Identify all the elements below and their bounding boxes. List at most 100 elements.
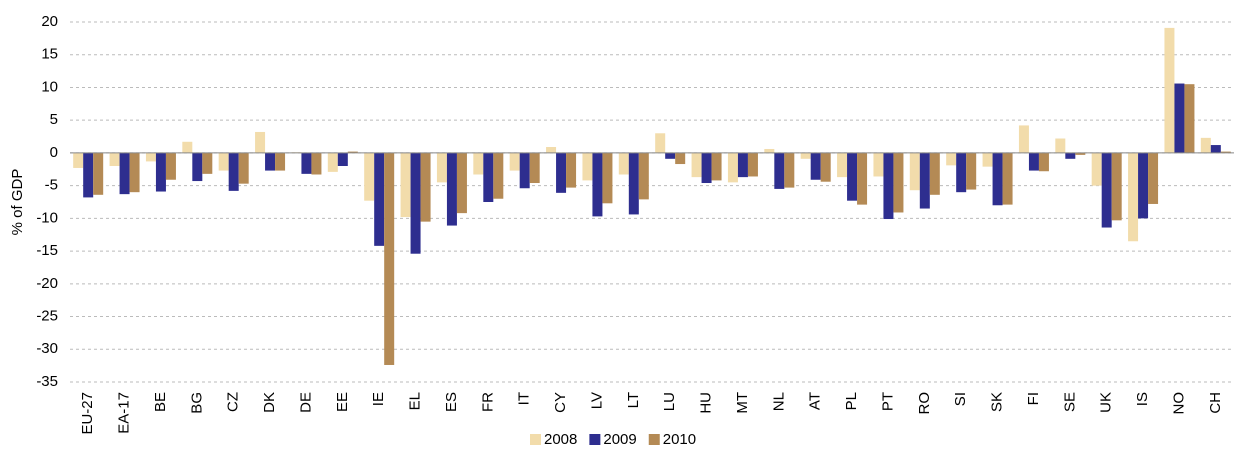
bar (1028, 152, 1039, 171)
bar (109, 152, 120, 166)
bar (602, 152, 613, 204)
x-tick-label: UK (1098, 392, 1115, 413)
x-tick-label: EL (407, 392, 424, 410)
bar (493, 152, 504, 199)
bar (182, 141, 193, 153)
x-tick-label: LV (588, 392, 605, 409)
bar (873, 152, 884, 177)
x-tick-label: NO (1170, 392, 1187, 415)
bar (1055, 138, 1066, 153)
bar (893, 152, 904, 213)
bar (337, 152, 348, 166)
bar (727, 152, 738, 183)
bar (774, 152, 785, 189)
y-tick-label: -20 (36, 275, 58, 292)
x-tick-label: HU (698, 392, 715, 414)
bar (992, 152, 1003, 206)
bar (566, 152, 577, 188)
bar (73, 152, 84, 168)
x-tick-label: SI (952, 392, 969, 406)
bar (1174, 83, 1185, 153)
bar (410, 152, 421, 254)
bar (1164, 27, 1175, 153)
x-tick-label: EU-27 (79, 392, 96, 435)
x-tick-label: CZ (225, 392, 242, 412)
bar (1075, 152, 1086, 155)
x-tick-label: IT (516, 392, 533, 405)
y-tick-label: -35 (36, 373, 58, 390)
bar (1002, 152, 1013, 205)
bar (592, 152, 603, 217)
bar (820, 152, 831, 182)
bar (93, 152, 104, 195)
bar (857, 152, 868, 205)
bar (529, 152, 540, 184)
bar (982, 152, 993, 167)
bar (618, 152, 629, 175)
x-tick-label: AT (807, 392, 824, 410)
x-tick-label: EE (334, 392, 351, 412)
bar (966, 152, 977, 190)
y-tick-label: -30 (36, 340, 58, 357)
bar (456, 152, 467, 214)
y-tick-label: 10 (41, 78, 58, 95)
bar (1138, 152, 1149, 219)
bar (1128, 152, 1139, 242)
bar (691, 152, 702, 178)
x-tick-label: SK (989, 392, 1006, 412)
bar (265, 152, 276, 171)
bar (638, 152, 649, 200)
x-tick-label: RO (916, 392, 933, 415)
bar (374, 152, 385, 246)
bar (1111, 152, 1122, 221)
bar (764, 148, 775, 153)
x-tick-label: NL (770, 392, 787, 411)
bar (675, 152, 686, 165)
bar (364, 152, 375, 201)
legend-label: 2010 (663, 431, 696, 448)
bar (400, 152, 411, 218)
bar (582, 152, 593, 181)
bar (238, 152, 249, 184)
legend-swatch (648, 434, 660, 445)
bar (1038, 152, 1049, 172)
legend-label: 2009 (603, 431, 636, 448)
bar (301, 152, 312, 174)
bar (1184, 84, 1195, 153)
bar (747, 152, 758, 177)
bar (519, 152, 530, 189)
bar (1101, 152, 1112, 228)
bar (311, 152, 322, 175)
x-tick-label: PL (843, 392, 860, 410)
bar (1220, 151, 1231, 153)
bar (1210, 145, 1221, 153)
bar (145, 152, 156, 162)
bar (192, 152, 203, 182)
y-tick-label: 15 (41, 46, 58, 63)
bar (919, 152, 930, 209)
bar (784, 152, 795, 188)
bar (202, 152, 213, 174)
bar (347, 151, 358, 153)
bar (837, 152, 848, 178)
x-tick-label: MT (734, 392, 751, 414)
y-axis-label: % of GDP (9, 169, 26, 236)
legend-label: 2008 (544, 431, 577, 448)
bar (420, 152, 431, 222)
bar (665, 152, 676, 159)
x-tick-label: DE (297, 392, 314, 413)
x-tick-label: LT (625, 392, 642, 408)
bar (509, 152, 520, 171)
x-tick-label: SE (1061, 392, 1078, 412)
bar (946, 152, 957, 166)
bar (473, 152, 484, 175)
bar (1200, 137, 1211, 153)
legend-swatch (530, 434, 541, 445)
bar (810, 152, 821, 180)
bar (956, 152, 967, 193)
x-tick-label: DK (261, 392, 278, 413)
bar (1065, 152, 1076, 159)
bar (255, 131, 266, 153)
bar (436, 152, 447, 183)
